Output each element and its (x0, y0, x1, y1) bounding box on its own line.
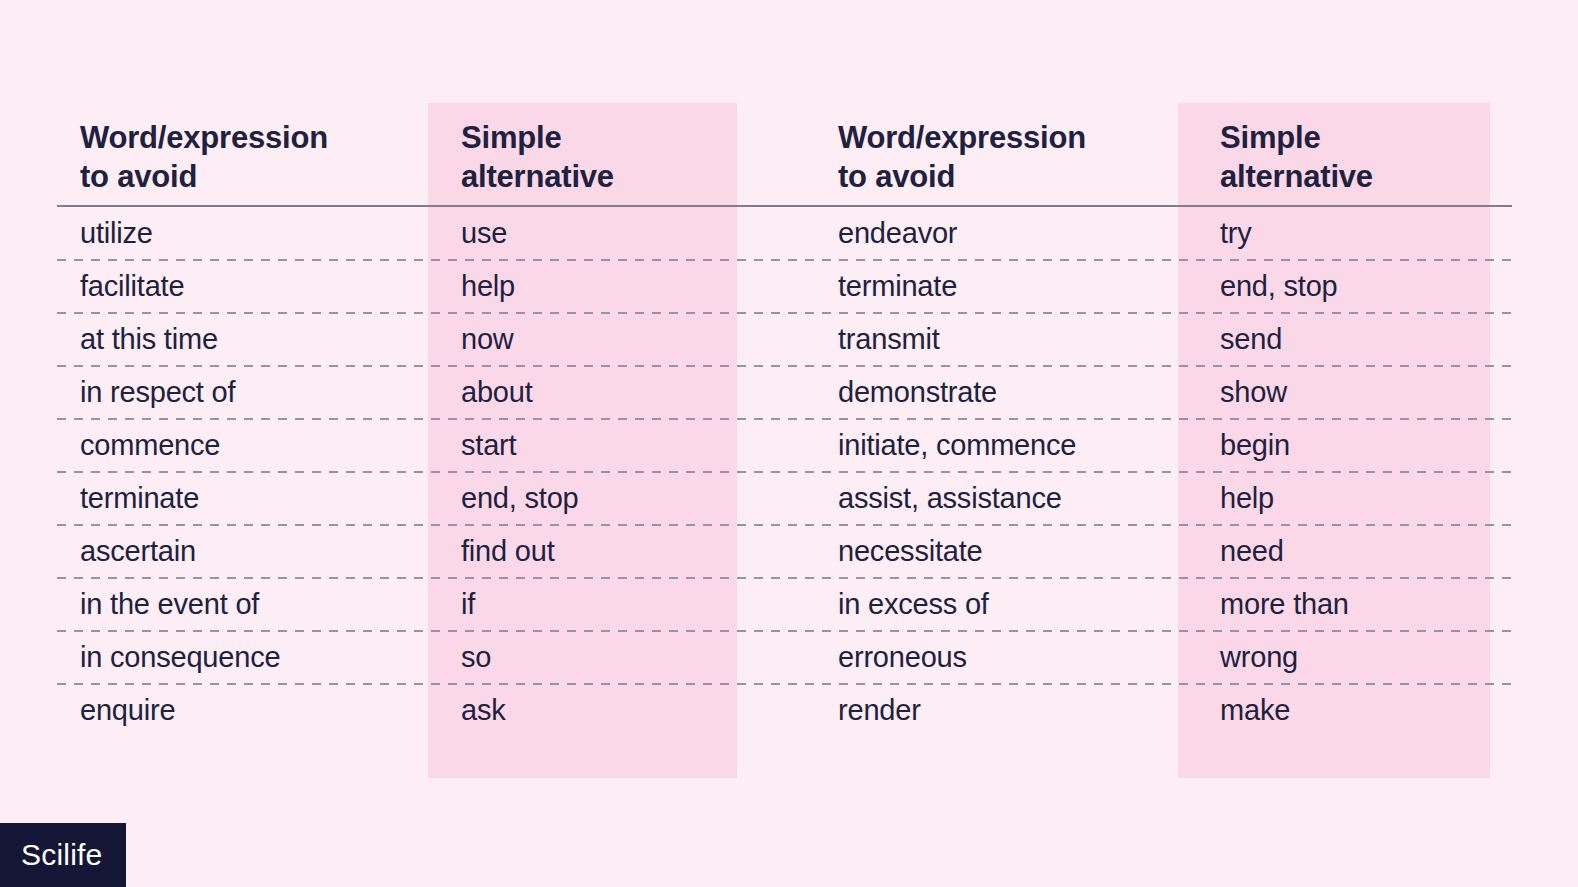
scilife-logo: Scilife (0, 823, 126, 887)
avoid-word-cell: enquire (57, 694, 428, 727)
avoid-word-cell: necessitate (737, 535, 1178, 568)
avoid-word-cell: transmit (737, 323, 1178, 356)
avoid-word-cell: facilitate (57, 270, 428, 303)
simple-alternative-cell: about (428, 376, 737, 409)
table-row: in respect of about demonstrate show (57, 366, 1512, 419)
avoid-word-cell: assist, assistance (737, 482, 1178, 515)
header-line: Word/expression (838, 118, 1178, 157)
simple-alternative-cell: so (428, 641, 737, 674)
simple-alternative-cell: wrong (1178, 641, 1490, 674)
avoid-word-cell: erroneous (737, 641, 1178, 674)
simple-alternative-cell: try (1178, 217, 1490, 250)
simple-alternative-cell: if (428, 588, 737, 621)
simple-alternative-cell: use (428, 217, 737, 250)
avoid-word-cell: endeavor (737, 217, 1178, 250)
avoid-word-cell: in excess of (737, 588, 1178, 621)
avoid-word-cell: at this time (57, 323, 428, 356)
scilife-logo-text: Scilife (21, 838, 102, 872)
avoid-word-cell: demonstrate (737, 376, 1178, 409)
simple-alternative-cell: now (428, 323, 737, 356)
avoid-word-cell: in the event of (57, 588, 428, 621)
avoid-word-cell: commence (57, 429, 428, 462)
simple-alternative-cell: need (1178, 535, 1490, 568)
avoid-word-cell: terminate (57, 482, 428, 515)
header-avoid-right: Word/expression to avoid (737, 118, 1178, 205)
table-row: enquire ask render make (57, 684, 1512, 737)
simple-alternative-cell: find out (428, 535, 737, 568)
header-simple-left: Simple alternative (428, 118, 737, 205)
simple-alternative-cell: help (428, 270, 737, 303)
avoid-word-cell: ascertain (57, 535, 428, 568)
table-row: facilitate help terminate end, stop (57, 260, 1512, 313)
avoid-word-cell: initiate, commence (737, 429, 1178, 462)
simple-alternative-cell: send (1178, 323, 1490, 356)
header-avoid-left: Word/expression to avoid (57, 118, 428, 205)
simple-alternative-cell: more than (1178, 588, 1490, 621)
header-simple-right: Simple alternative (1178, 118, 1490, 205)
table-row: commence start initiate, commence begin (57, 419, 1512, 472)
plain-language-table: Word/expression to avoid Simple alternat… (57, 103, 1512, 778)
simple-alternative-cell: end, stop (428, 482, 737, 515)
avoid-word-cell: terminate (737, 270, 1178, 303)
avoid-word-cell: render (737, 694, 1178, 727)
header-line: alternative (1220, 157, 1490, 196)
simple-alternative-cell: begin (1178, 429, 1490, 462)
simple-alternative-cell: start (428, 429, 737, 462)
table-row: in consequence so erroneous wrong (57, 631, 1512, 684)
simple-alternative-cell: make (1178, 694, 1490, 727)
header-line: to avoid (80, 157, 428, 196)
header-line: alternative (461, 157, 737, 196)
table-row: ascertain find out necessitate need (57, 525, 1512, 578)
table-header-row: Word/expression to avoid Simple alternat… (57, 103, 1512, 207)
simple-alternative-cell: help (1178, 482, 1490, 515)
avoid-word-cell: in consequence (57, 641, 428, 674)
table-row: utilize use endeavor try (57, 207, 1512, 260)
table-row: in the event of if in excess of more tha… (57, 578, 1512, 631)
avoid-word-cell: utilize (57, 217, 428, 250)
table-row: terminate end, stop assist, assistance h… (57, 472, 1512, 525)
header-line: to avoid (838, 157, 1178, 196)
header-line: Simple (1220, 118, 1490, 157)
header-line: Word/expression (80, 118, 428, 157)
table-row: at this time now transmit send (57, 313, 1512, 366)
simple-alternative-cell: end, stop (1178, 270, 1490, 303)
simple-alternative-cell: ask (428, 694, 737, 727)
avoid-word-cell: in respect of (57, 376, 428, 409)
infographic-canvas: Word/expression to avoid Simple alternat… (0, 0, 1578, 887)
table-body: utilize use endeavor try facilitate help… (57, 207, 1512, 737)
header-line: Simple (461, 118, 737, 157)
simple-alternative-cell: show (1178, 376, 1490, 409)
